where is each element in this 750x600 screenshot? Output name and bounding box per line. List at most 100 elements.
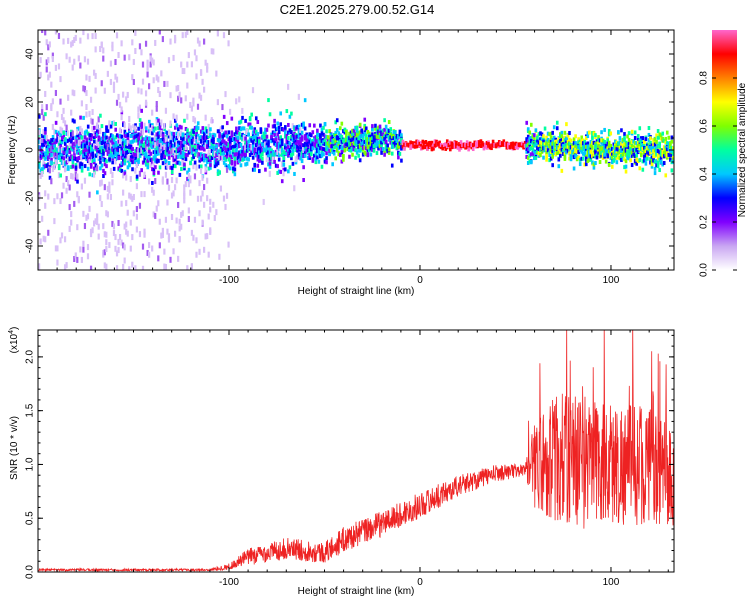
spectrogram-cell bbox=[342, 157, 345, 162]
spectrogram-cell bbox=[389, 135, 393, 140]
spectrogram-cell bbox=[108, 149, 111, 154]
spectrogram-cell bbox=[636, 134, 640, 139]
spectrogram-cell bbox=[375, 127, 379, 132]
spectrogram-cell bbox=[322, 152, 325, 157]
spectrogram-cell bbox=[233, 140, 237, 145]
spectrogram-cell bbox=[273, 124, 276, 129]
spectrogram-cell bbox=[309, 144, 313, 149]
spectrogram-cell bbox=[636, 150, 640, 155]
spectrogram-cell bbox=[154, 149, 157, 154]
spectrogram-noise-cell bbox=[94, 33, 97, 40]
spectrogram-cell bbox=[154, 158, 157, 163]
spectrogram-noise-cell bbox=[115, 265, 119, 270]
spectrogram-noise-cell bbox=[203, 38, 206, 45]
spectrogram-cell bbox=[73, 142, 76, 147]
spectrogram-cell bbox=[352, 147, 356, 152]
spectrogram-cell bbox=[100, 145, 104, 150]
spectrogram-cell bbox=[193, 152, 197, 157]
spectrogram-cell bbox=[531, 134, 535, 139]
spectrogram-cell bbox=[302, 121, 305, 126]
spectrogram-noise-cell bbox=[140, 130, 143, 137]
spectrogram-cell bbox=[41, 154, 44, 159]
spectrogram-noise-cell bbox=[161, 232, 164, 239]
spectrogram-cell bbox=[222, 139, 226, 144]
spectrogram-cell bbox=[591, 140, 594, 145]
spectrogram-cell bbox=[661, 153, 664, 158]
spectrogram-cell bbox=[672, 157, 674, 162]
spectrogram-cell bbox=[348, 143, 351, 148]
spectrogram-noise-cell bbox=[216, 99, 219, 106]
spectrogram-cell bbox=[163, 127, 166, 132]
spectrogram-cell bbox=[667, 141, 671, 146]
spectrogram-cell bbox=[607, 146, 611, 151]
spectrogram-cell bbox=[230, 159, 234, 164]
spectrogram-cell bbox=[565, 122, 568, 127]
spectrogram-cell bbox=[470, 143, 474, 148]
spectrogram-cell bbox=[51, 142, 55, 147]
spectrogram-cell bbox=[65, 131, 69, 136]
spectrogram-cell bbox=[151, 167, 154, 172]
spectrogram-cell bbox=[125, 153, 128, 158]
spectrogram-cell bbox=[514, 141, 518, 146]
spectrogram-cell bbox=[89, 164, 93, 169]
spectrogram-cell bbox=[552, 150, 556, 155]
spectrogram-cell bbox=[180, 125, 183, 130]
spectrogram-cell bbox=[277, 157, 281, 162]
spectrogram-cell bbox=[297, 133, 301, 138]
spectrogram-cell bbox=[109, 153, 113, 158]
spectrogram-cell bbox=[253, 147, 257, 152]
spectrogram-cell bbox=[650, 148, 654, 153]
spectrogram-cell bbox=[636, 140, 640, 145]
spectrogram-noise-cell bbox=[125, 96, 128, 103]
spectrogram-cell bbox=[548, 132, 551, 137]
spectrogram-cell bbox=[459, 140, 463, 145]
spectrogram-cell bbox=[134, 159, 137, 164]
spectrogram-cell bbox=[520, 141, 524, 146]
spectrogram-cell bbox=[166, 131, 169, 136]
spectrogram-cell bbox=[371, 124, 374, 129]
spectrogram-noise-cell bbox=[50, 178, 53, 185]
spectrogram-noise-cell bbox=[190, 229, 193, 236]
spectrogram-cell bbox=[525, 138, 529, 143]
spectrogram-cell bbox=[638, 146, 642, 151]
spectrogram-cell bbox=[364, 133, 368, 138]
spectrogram-cell bbox=[546, 131, 550, 136]
spectrogram-cell bbox=[314, 157, 318, 162]
spectrogram-noise-cell bbox=[65, 124, 68, 131]
spectrogram-cell bbox=[652, 154, 655, 159]
spectrogram-cell bbox=[274, 143, 278, 148]
spectrogram-cell bbox=[300, 122, 304, 127]
spectrogram-cell bbox=[394, 141, 397, 146]
spectrogram-cell bbox=[225, 151, 229, 156]
spectrogram-cell bbox=[221, 138, 224, 143]
spectrogram-noise-cell bbox=[79, 139, 82, 146]
spectrogram-cell bbox=[148, 129, 151, 134]
spectrogram-noise-cell bbox=[45, 66, 48, 73]
spectrogram-cell bbox=[264, 138, 267, 143]
spectrogram-noise-cell bbox=[163, 144, 166, 151]
spectrogram-noise-cell bbox=[82, 210, 85, 217]
spectrogram-cell bbox=[94, 134, 98, 139]
spectrogram-cell bbox=[163, 138, 166, 143]
spectrogram-cell bbox=[636, 143, 640, 148]
spectrogram-cell bbox=[224, 148, 228, 153]
spectrogram-cell bbox=[248, 144, 252, 149]
spectrogram-cell bbox=[598, 154, 602, 159]
spectrogram-noise-cell bbox=[93, 171, 96, 178]
spectrogram-noise-cell bbox=[299, 127, 302, 134]
spectrogram-noise-cell bbox=[164, 171, 168, 178]
spectrogram-cell bbox=[311, 146, 315, 151]
spectrogram-noise-cell bbox=[215, 209, 218, 216]
spectrogram-cell bbox=[158, 130, 162, 135]
spectrogram-cell bbox=[592, 131, 596, 136]
spectrogram-cell bbox=[371, 144, 374, 149]
spectrogram-cell bbox=[103, 137, 107, 142]
spectrogram-cell bbox=[123, 142, 127, 147]
spectrogram-noise-cell bbox=[146, 146, 149, 153]
spectrogram-cell bbox=[525, 149, 529, 154]
spectrogram-cell bbox=[193, 125, 197, 130]
spectrogram-cell bbox=[319, 142, 322, 147]
spectrogram-cell bbox=[213, 160, 217, 165]
spectrogram-cell bbox=[364, 126, 368, 131]
spectrogram-cell bbox=[369, 134, 373, 139]
